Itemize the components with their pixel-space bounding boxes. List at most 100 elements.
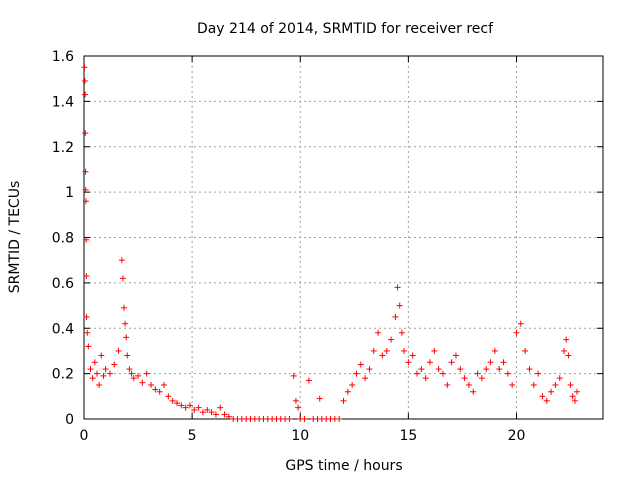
data-point bbox=[290, 372, 297, 379]
data-point bbox=[396, 302, 403, 309]
data-point bbox=[126, 366, 133, 373]
data-point bbox=[392, 313, 399, 320]
data-point bbox=[431, 347, 438, 354]
data-point bbox=[91, 359, 98, 366]
y-axis-label: SRMTID / TECUs bbox=[7, 181, 23, 294]
data-point bbox=[82, 130, 89, 137]
data-point bbox=[199, 409, 206, 416]
chart-title: Day 214 of 2014, SRMTID for receiver rec… bbox=[197, 21, 494, 37]
data-point bbox=[82, 91, 89, 98]
data-point bbox=[513, 329, 520, 336]
data-point bbox=[366, 366, 373, 373]
data-point bbox=[435, 366, 442, 373]
data-point bbox=[556, 375, 563, 382]
x-tick-label: 0 bbox=[80, 428, 89, 444]
data-point bbox=[295, 404, 302, 411]
data-point bbox=[388, 336, 395, 343]
data-point bbox=[567, 381, 574, 388]
data-point bbox=[122, 320, 129, 327]
data-point bbox=[102, 366, 109, 373]
y-tick-label: 1.6 bbox=[52, 49, 74, 65]
data-point bbox=[414, 370, 421, 377]
data-point bbox=[448, 359, 455, 366]
data-point bbox=[379, 352, 386, 359]
data-point bbox=[156, 388, 163, 395]
grid bbox=[84, 56, 603, 419]
data-point bbox=[487, 359, 494, 366]
data-point bbox=[394, 284, 401, 291]
data-point bbox=[552, 381, 559, 388]
data-point bbox=[286, 416, 293, 422]
x-tick-label: 20 bbox=[508, 428, 526, 444]
data-point bbox=[504, 370, 511, 377]
data-point bbox=[115, 347, 122, 354]
data-points bbox=[81, 64, 581, 422]
data-point bbox=[500, 359, 507, 366]
data-point bbox=[418, 366, 425, 373]
tick-labels: 0 5 10 15 20 0 0.2 0.4 0.6 0.8 1 1.2 1.4 1.6 bbox=[52, 49, 526, 444]
data-point bbox=[574, 388, 581, 395]
data-point bbox=[349, 381, 356, 388]
data-point bbox=[161, 381, 168, 388]
y-tick-label: 0.4 bbox=[52, 321, 74, 337]
data-point bbox=[118, 257, 125, 264]
data-point bbox=[353, 370, 360, 377]
data-point bbox=[98, 352, 105, 359]
y-tick-label: 0.8 bbox=[52, 231, 74, 247]
data-point bbox=[204, 406, 211, 413]
data-point bbox=[84, 329, 91, 336]
data-point bbox=[496, 366, 503, 373]
data-point bbox=[362, 375, 369, 382]
data-point bbox=[212, 411, 219, 418]
data-point bbox=[124, 352, 131, 359]
data-point bbox=[89, 375, 96, 382]
data-point bbox=[135, 372, 142, 379]
data-point bbox=[357, 361, 364, 368]
data-point bbox=[571, 397, 578, 404]
data-point bbox=[561, 347, 568, 354]
data-point bbox=[422, 375, 429, 382]
data-point bbox=[470, 388, 477, 395]
data-point bbox=[409, 352, 416, 359]
data-point bbox=[444, 381, 451, 388]
data-point bbox=[143, 370, 150, 377]
data-point bbox=[195, 404, 202, 411]
data-point bbox=[83, 236, 90, 243]
axis-ticks bbox=[83, 55, 603, 420]
data-point bbox=[186, 402, 193, 409]
data-point bbox=[169, 397, 176, 404]
data-point bbox=[139, 379, 146, 386]
data-point bbox=[225, 413, 232, 420]
data-point bbox=[93, 370, 100, 377]
data-point bbox=[370, 347, 377, 354]
data-point bbox=[152, 386, 159, 393]
data-point bbox=[148, 381, 155, 388]
data-point bbox=[548, 388, 555, 395]
data-point bbox=[457, 366, 464, 373]
data-point bbox=[401, 347, 408, 354]
data-point bbox=[465, 381, 472, 388]
data-point bbox=[182, 404, 189, 411]
data-point bbox=[340, 397, 347, 404]
data-point bbox=[526, 366, 533, 373]
data-point bbox=[82, 198, 89, 205]
data-point bbox=[106, 370, 113, 377]
data-point bbox=[173, 400, 180, 407]
data-point bbox=[81, 77, 88, 84]
data-point bbox=[96, 381, 103, 388]
data-point bbox=[491, 347, 498, 354]
data-point bbox=[398, 329, 405, 336]
data-point bbox=[301, 416, 308, 422]
data-point bbox=[461, 375, 468, 382]
data-point bbox=[305, 377, 312, 384]
data-point bbox=[439, 370, 446, 377]
data-point bbox=[82, 168, 89, 175]
data-point bbox=[165, 393, 172, 400]
y-tick-label: 1.4 bbox=[52, 94, 74, 110]
data-point bbox=[517, 320, 524, 327]
data-point bbox=[111, 361, 118, 368]
data-point bbox=[483, 366, 490, 373]
data-point bbox=[123, 334, 130, 341]
y-tick-label: 1 bbox=[65, 185, 74, 201]
